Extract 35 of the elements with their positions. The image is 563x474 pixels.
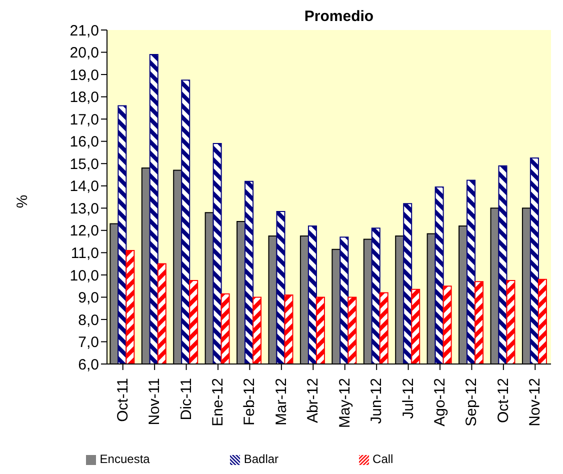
y-tick-label: 19,0: [70, 66, 99, 84]
y-axis-title: %: [14, 194, 32, 208]
x-tick-label: Oct-12: [494, 378, 512, 424]
x-tick-label: Mar-12: [272, 378, 290, 426]
x-tick-label: Ene-12: [210, 378, 226, 426]
y-tick-label: 21,0: [70, 22, 99, 40]
y-tick-label: 6,0: [78, 356, 99, 374]
x-tick-label: Jun-12: [368, 378, 386, 424]
legend-label: Encuesta: [100, 452, 150, 466]
y-tick-label: 12,0: [70, 222, 99, 240]
x-tick-label: Feb-12: [241, 378, 258, 426]
x-tick-label: Dic-11: [178, 378, 195, 420]
y-tick-label: 17,0: [70, 111, 99, 128]
y-tick-label: 20,0: [70, 44, 99, 62]
y-tick-label: 7,0: [78, 334, 99, 352]
y-tick-label: 8,0: [78, 312, 99, 329]
x-tick-label: Oct-11: [114, 378, 132, 422]
y-tick-label: 9,0: [78, 290, 99, 307]
x-tick-label: Nov-11: [146, 378, 164, 426]
y-tick-label: 10,0: [70, 267, 99, 284]
x-tick-label: Sep-12: [463, 378, 480, 426]
x-tick-label: Ago-12: [432, 378, 448, 426]
x-tick-label: Nov-12: [526, 378, 544, 426]
legend-label: Badlar: [244, 452, 279, 466]
x-tick-label: Abr-12: [304, 378, 322, 424]
y-tick-label: 14,0: [70, 178, 99, 196]
legend-label: Call: [372, 452, 394, 466]
y-tick-label: 18,0: [70, 89, 99, 106]
x-tick-label: May-12: [336, 378, 354, 428]
y-tick-label: 11,0: [70, 244, 99, 262]
x-tick-label: Jul-12: [400, 378, 417, 419]
y-tick-label: 16,0: [70, 134, 99, 151]
y-tick-label: 15,0: [70, 156, 99, 173]
y-tick-label: 13,0: [70, 200, 99, 218]
chart-title: Promedio: [303, 8, 375, 25]
